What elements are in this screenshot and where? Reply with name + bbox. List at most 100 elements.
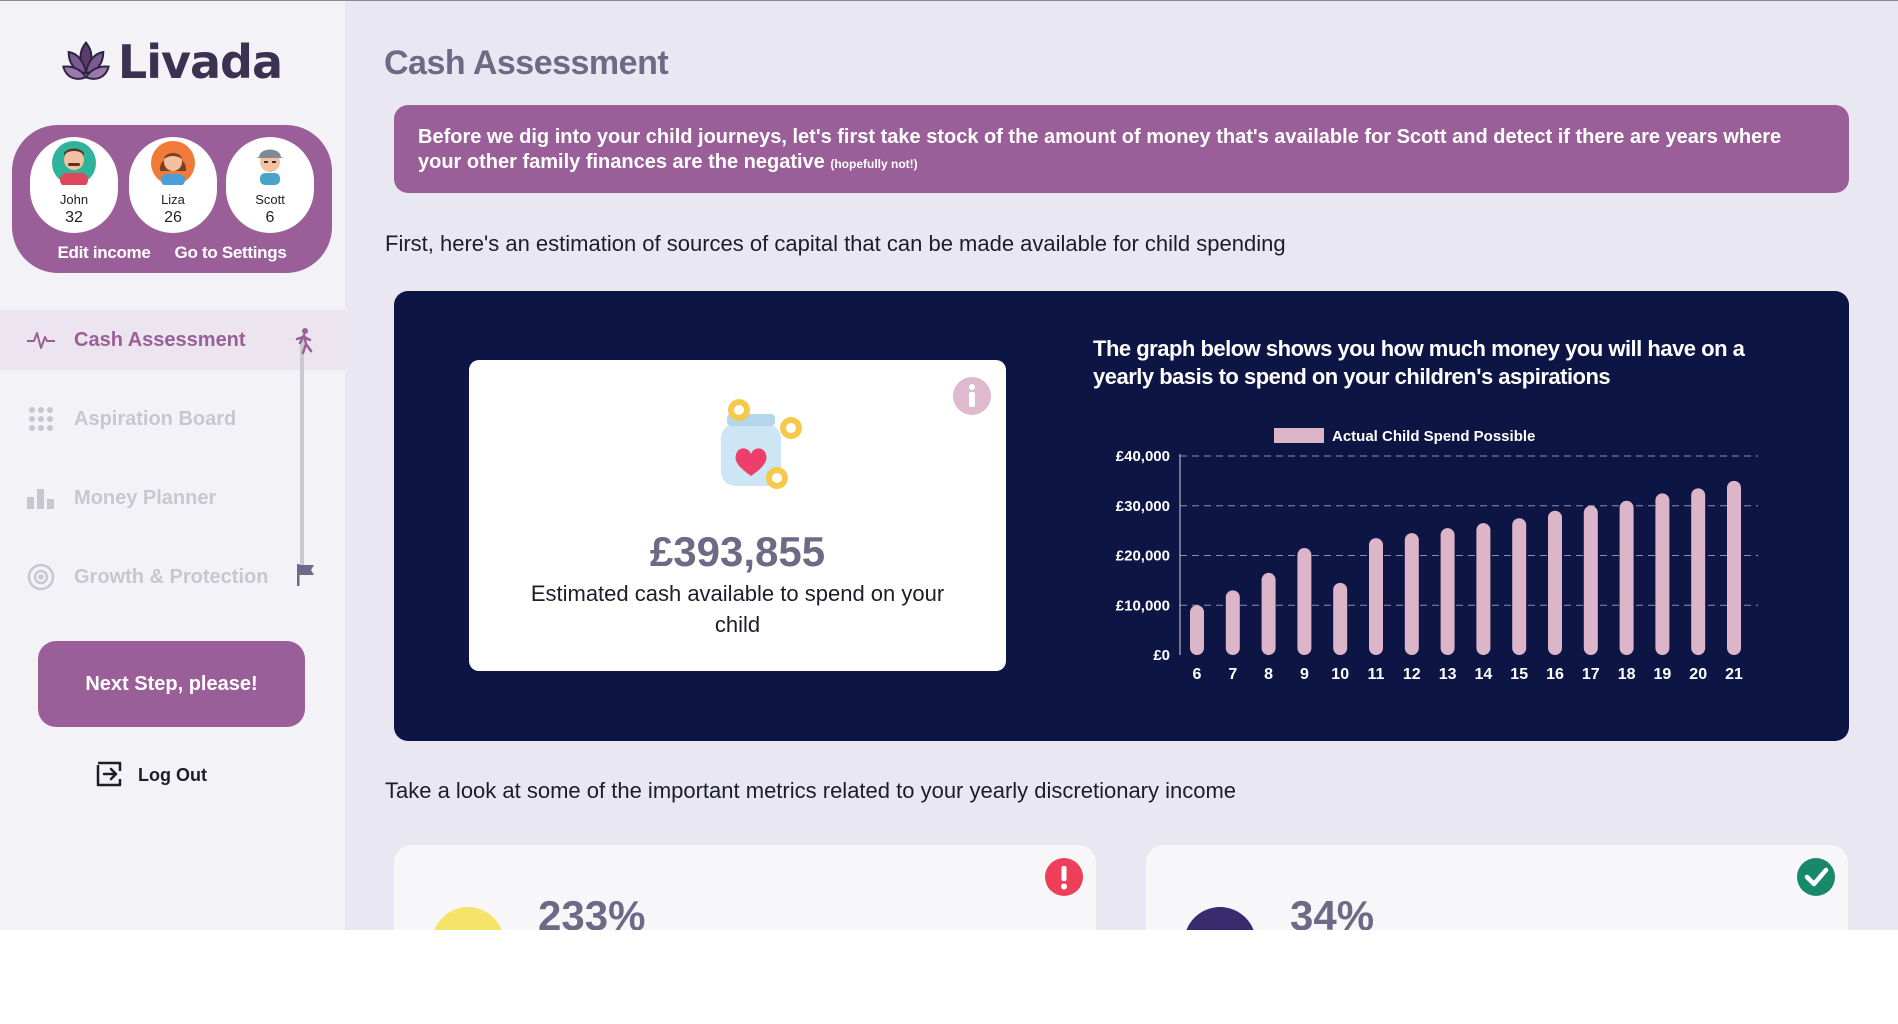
- bar: [1583, 505, 1598, 655]
- member-name: Scott: [255, 192, 285, 207]
- lotus-icon: [62, 41, 110, 80]
- y-tick-label: £0: [1153, 647, 1170, 664]
- bar: [1297, 548, 1312, 655]
- app-window: Livada John 32: [0, 0, 1898, 930]
- chart-heading: The graph below shows you how much money…: [1093, 336, 1745, 389]
- sidebar-nav: Cash Assessment Aspiration Board: [0, 310, 345, 626]
- grid-dots-icon: [26, 404, 56, 434]
- avatar-boy-icon: [256, 149, 284, 185]
- next-step-button[interactable]: Next Step, please!: [38, 641, 305, 727]
- chart-legend: Actual Child Spend Possible: [1274, 428, 1535, 445]
- family-panel: John 32 Liza 26: [12, 125, 332, 273]
- bar: [1548, 510, 1562, 655]
- metric-value: 233%: [538, 892, 646, 930]
- sidebar-item-label: Money Planner: [74, 486, 217, 509]
- heartbeat-icon: [26, 325, 56, 355]
- sidebar-item-label: Growth & Protection: [74, 565, 269, 588]
- member-name: John: [59, 192, 89, 207]
- x-tick-label: 14: [1475, 666, 1493, 683]
- bar: [1369, 538, 1383, 655]
- cash-overview-panel: £393,855 Estimated cash available to spe…: [394, 291, 1849, 741]
- bar: [1440, 528, 1455, 655]
- sidebar-item-growth-protection[interactable]: Growth & Protection: [0, 547, 345, 607]
- metric-value: 34%: [1290, 892, 1375, 930]
- sidebar: Livada John 32: [0, 1, 345, 930]
- metric-illustration: [1184, 907, 1256, 930]
- y-tick-label: £20,000: [1116, 548, 1170, 565]
- money-jar-icon: [721, 399, 802, 489]
- bar: [1333, 582, 1348, 655]
- member-age: 26: [164, 209, 182, 226]
- edit-income-link[interactable]: Edit income: [57, 243, 151, 262]
- brand-logo[interactable]: Livada: [62, 27, 283, 97]
- cash-available-amount: £393,855: [649, 528, 826, 575]
- x-tick-label: 20: [1689, 666, 1707, 683]
- chart-y-axis: £0 £10,000 £20,000 £30,000 £40,000: [1116, 448, 1181, 664]
- legend-swatch: [1274, 428, 1324, 443]
- banner-text: Before we dig into your child journeys, …: [418, 126, 1782, 173]
- bar: [1225, 590, 1240, 655]
- metric-card-ratio: 34%: [1146, 845, 1848, 930]
- sidebar-item-cash-assessment[interactable]: Cash Assessment: [0, 310, 345, 370]
- metric-illustration: [432, 907, 504, 930]
- bar: [1727, 480, 1741, 655]
- finish-flag-icon: [297, 564, 314, 586]
- bar: [1476, 523, 1491, 655]
- x-tick-label: 17: [1582, 666, 1600, 683]
- bar: [1404, 533, 1419, 655]
- target-icon: [26, 562, 56, 592]
- info-icon[interactable]: [952, 376, 992, 416]
- banner-note: (hopefully not!): [830, 157, 918, 171]
- x-tick-label: 21: [1725, 666, 1743, 683]
- x-tick-label: 11: [1368, 666, 1385, 683]
- brand-name: Livada: [117, 35, 283, 89]
- cash-available-description: Estimated cash available to spend on you…: [530, 581, 945, 637]
- bar: [1691, 488, 1706, 655]
- sidebar-item-label: Cash Assessment: [74, 328, 246, 351]
- member-age: 32: [65, 209, 83, 226]
- y-tick-label: £10,000: [1116, 597, 1170, 614]
- logout-button[interactable]: Log Out: [96, 761, 207, 789]
- intro-banner: Before we dig into your child journeys, …: [394, 105, 1849, 193]
- x-tick-label: 6: [1193, 666, 1202, 683]
- sidebar-item-aspiration-board[interactable]: Aspiration Board: [0, 389, 345, 449]
- x-tick-label: 16: [1546, 666, 1564, 683]
- metrics-intro-text: Take a look at some of the important met…: [385, 778, 1237, 803]
- child-spend-bar-chart: Actual Child Spend Possible £0 £10,000 £20…: [1116, 428, 1758, 683]
- x-tick-label: 18: [1618, 666, 1636, 683]
- x-tick-label: 19: [1654, 666, 1672, 683]
- x-tick-label: 15: [1510, 666, 1528, 683]
- family-member-scott[interactable]: Scott 6: [226, 137, 314, 233]
- bar: [1619, 500, 1634, 655]
- sidebar-item-money-planner[interactable]: Money Planner: [0, 468, 345, 528]
- x-tick-label: 9: [1300, 666, 1309, 683]
- legend-label: Actual Child Spend Possible: [1332, 428, 1535, 445]
- bar: [1190, 605, 1204, 655]
- family-actions: Edit income Go to Settings: [12, 243, 332, 263]
- sidebar-item-label: Aspiration Board: [74, 407, 237, 430]
- bar: [1655, 493, 1670, 655]
- y-tick-label: £30,000: [1116, 498, 1170, 515]
- bar-chart-icon: [26, 483, 56, 513]
- capital-intro-text: First, here's an estimation of sources o…: [385, 231, 1286, 256]
- x-tick-label: 12: [1403, 666, 1421, 683]
- metric-card-coverage: 233%: [394, 845, 1096, 930]
- member-age: 6: [265, 209, 275, 226]
- logout-icon: [96, 761, 122, 787]
- exclamation-icon: [1045, 858, 1083, 896]
- member-name: Liza: [161, 192, 185, 207]
- x-tick-label: 10: [1331, 666, 1349, 683]
- window-top-border: [0, 0, 1898, 1]
- journey-progress-track: [300, 339, 304, 572]
- settings-link[interactable]: Go to Settings: [174, 243, 287, 262]
- bar: [1261, 572, 1276, 655]
- family-member-liza[interactable]: Liza 26: [129, 137, 217, 233]
- avatar-woman-icon: [151, 141, 195, 186]
- family-member-john[interactable]: John 32: [30, 137, 118, 233]
- x-tick-label: 13: [1439, 666, 1457, 683]
- x-tick-label: 7: [1228, 666, 1237, 683]
- page-title: Cash Assessment: [384, 44, 669, 82]
- cash-available-card: £393,855 Estimated cash available to spe…: [469, 360, 1006, 671]
- logout-label: Log Out: [138, 764, 207, 785]
- bar: [1512, 518, 1527, 655]
